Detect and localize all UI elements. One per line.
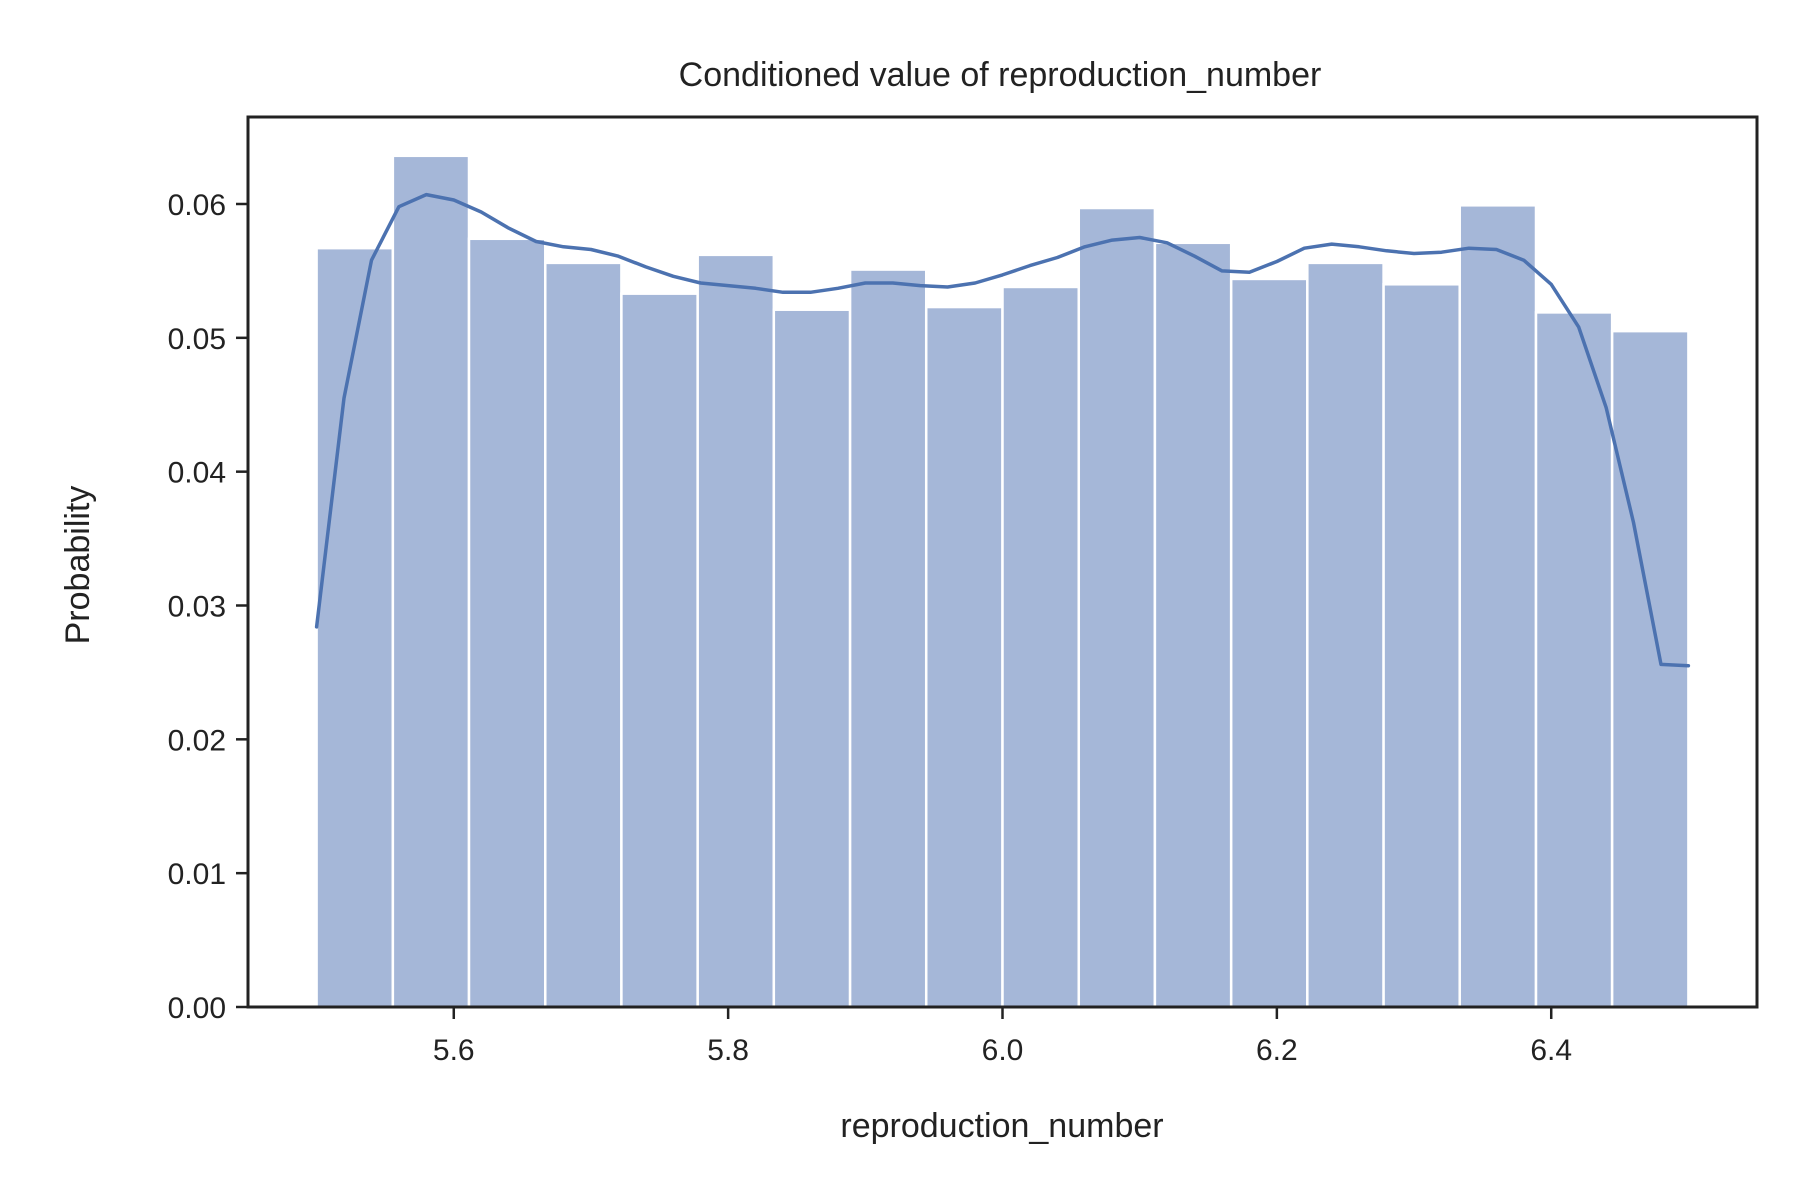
histogram-bar bbox=[924, 305, 1004, 1009]
plot-frame bbox=[246, 115, 1759, 1009]
y-tick-label: 0.00 bbox=[168, 992, 226, 1025]
histogram-bar bbox=[1229, 277, 1309, 1009]
x-tick-label: 6.0 bbox=[982, 1034, 1024, 1067]
x-tick-label: 5.6 bbox=[433, 1034, 475, 1067]
histogram-bar bbox=[1610, 329, 1690, 1009]
x-tick-label: 6.4 bbox=[1530, 1034, 1572, 1067]
x-tick-label: 5.8 bbox=[707, 1034, 749, 1067]
kde-line bbox=[314, 192, 1691, 668]
y-tick-label: 0.06 bbox=[168, 189, 226, 222]
histogram-bar bbox=[1458, 204, 1538, 1009]
histogram-bar bbox=[848, 268, 928, 1009]
histogram-bar bbox=[1001, 285, 1081, 1009]
y-tick-label: 0.02 bbox=[168, 724, 226, 757]
histogram-bar bbox=[1153, 241, 1233, 1009]
histogram-bar bbox=[772, 308, 852, 1009]
bars-group bbox=[315, 154, 1690, 1009]
kde-group bbox=[314, 192, 1691, 668]
y-tick-label: 0.03 bbox=[168, 590, 226, 623]
histogram-bar bbox=[620, 292, 699, 1009]
histogram-bar bbox=[1306, 261, 1385, 1009]
x-tick-label: 6.2 bbox=[1256, 1034, 1298, 1067]
chart-title: Conditioned value of reproduction_number bbox=[679, 56, 1322, 94]
histogram-bar bbox=[1077, 206, 1157, 1009]
x-axis: 5.6 5.8 6.0 6.2 6.4 bbox=[433, 1007, 1572, 1067]
y-tick-label: 0.04 bbox=[168, 457, 226, 490]
y-axis-title: Probability bbox=[59, 486, 97, 645]
histogram-bar bbox=[544, 261, 623, 1009]
histogram-bar bbox=[696, 253, 776, 1009]
y-axis: 0.00 0.01 0.02 0.03 0.04 0.05 0.06 bbox=[168, 189, 248, 1025]
y-tick-label: 0.05 bbox=[168, 323, 226, 356]
histogram-bar bbox=[1534, 311, 1614, 1009]
histogram-bar bbox=[315, 246, 395, 1009]
y-tick-label: 0.01 bbox=[168, 858, 226, 891]
histogram-bar bbox=[467, 237, 547, 1009]
histogram-bar bbox=[391, 154, 471, 1009]
x-axis-title: reproduction_number bbox=[840, 1107, 1163, 1145]
histogram-bar bbox=[1382, 283, 1461, 1009]
